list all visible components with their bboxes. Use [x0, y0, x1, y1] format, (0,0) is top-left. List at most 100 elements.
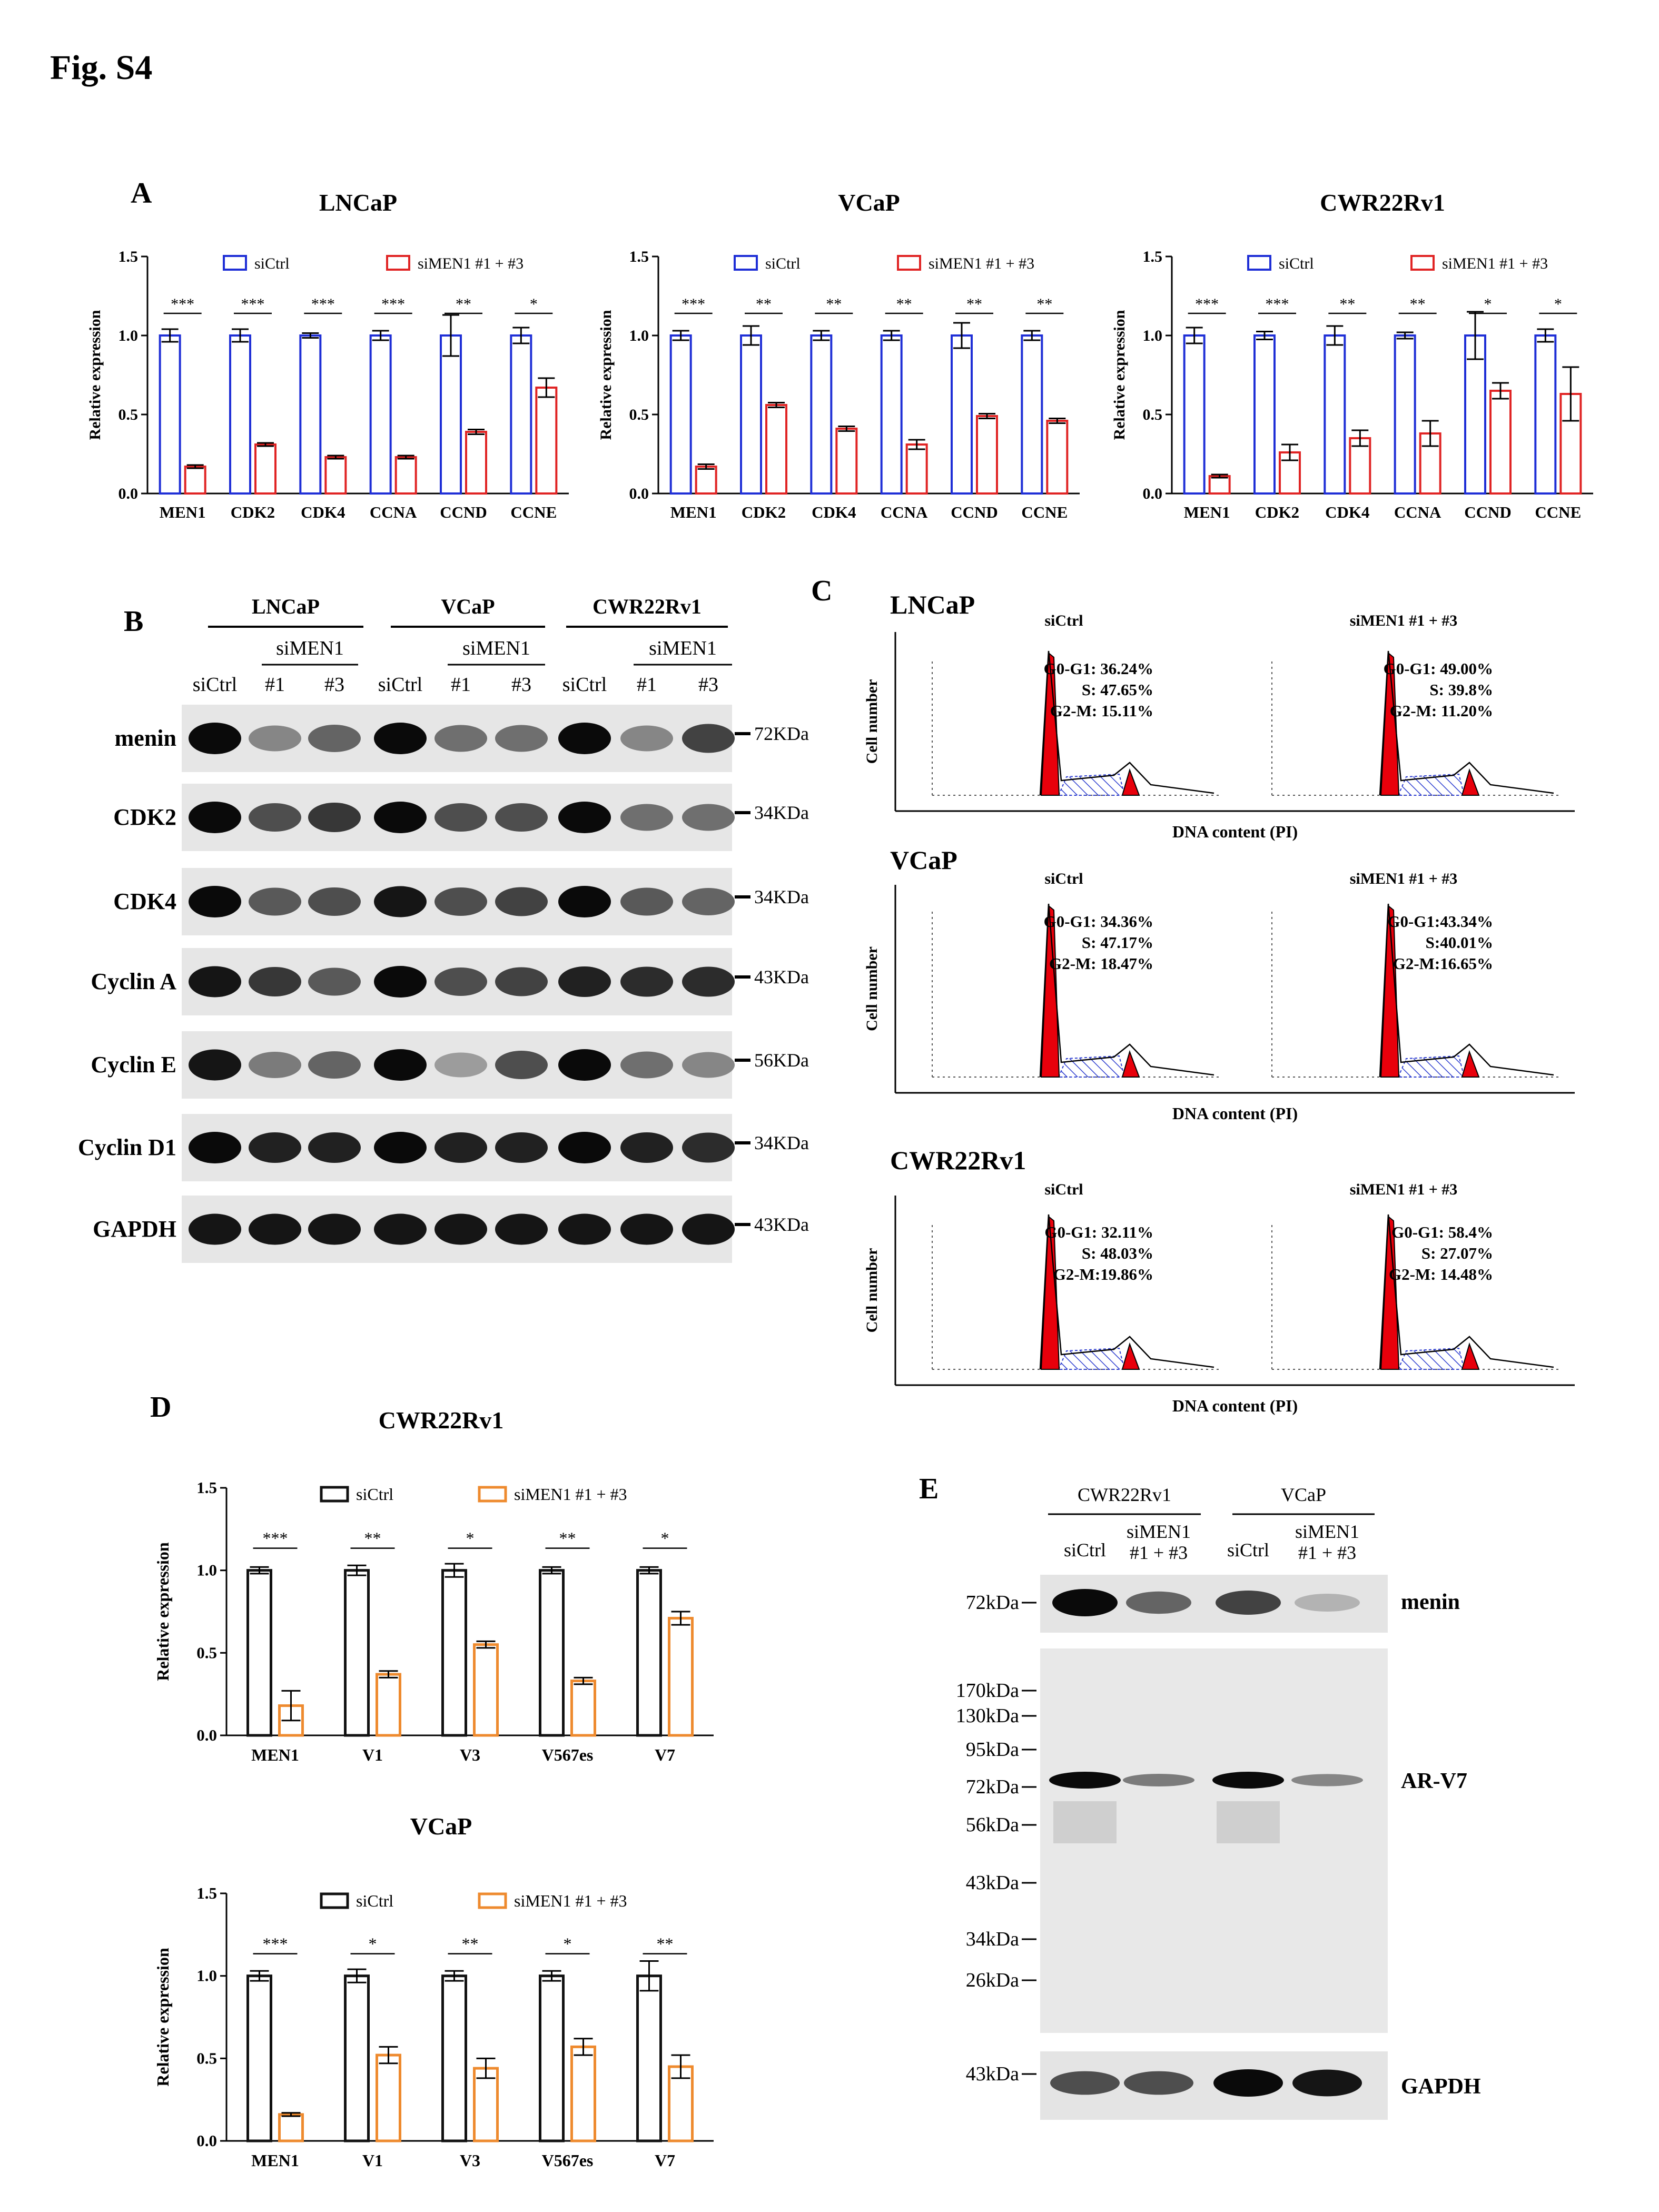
- sirna-header: siMEN1: [649, 637, 717, 659]
- significance-label: **: [966, 295, 982, 313]
- bar: [1021, 334, 1043, 495]
- bar: [344, 1569, 370, 1737]
- y-axis-label: Relative expression: [153, 1542, 172, 1681]
- blot-band: [1213, 2069, 1283, 2097]
- sirna-header: siMEN1: [276, 637, 344, 659]
- legend-label: siMEN1 #1 + #3: [1442, 255, 1548, 272]
- blot-label: CDK4: [113, 888, 176, 914]
- histogram-title: siMEN1 #1 + #3: [1350, 612, 1458, 629]
- bar: [636, 1974, 662, 2142]
- histogram-title: siMEN1 #1 + #3: [1350, 870, 1458, 887]
- y-tick-label: 1.5: [196, 1884, 217, 1902]
- y-tick-label: 0.5: [1143, 406, 1163, 423]
- bar: [539, 1974, 565, 2142]
- y-tick-label: 0.0: [629, 485, 649, 502]
- blot-band: [1049, 1772, 1121, 1789]
- marker-label: 95kDa: [966, 1739, 1019, 1761]
- size-label: 43KDa: [754, 966, 809, 987]
- bar: [246, 1569, 272, 1737]
- bar: [570, 2045, 596, 2142]
- x-tick-label: CCNA: [881, 503, 928, 521]
- significance-label: ***: [682, 295, 705, 313]
- significance-label: *: [564, 1934, 572, 1953]
- cell-line-label: CWR22Rv1: [592, 595, 702, 618]
- chart-title: CWR22Rv1: [379, 1407, 504, 1434]
- blot-band: [434, 1052, 487, 1078]
- phase-stat: G2-M: 11.20%: [1390, 702, 1493, 720]
- blot-band: [308, 725, 361, 752]
- blot-band: [189, 1132, 241, 1163]
- legend-label: siCtrl: [254, 255, 290, 272]
- blot-band: [682, 1132, 735, 1163]
- blot-band: [374, 1132, 427, 1163]
- x-tick-label: MEN1: [251, 2151, 299, 2170]
- phase-stat: G0-G1: 58.4%: [1391, 1223, 1493, 1241]
- marker-label: 130kDa: [956, 1705, 1019, 1727]
- legend-label: siCtrl: [765, 255, 801, 272]
- significance-label: ***: [311, 295, 335, 313]
- y-tick-label: 1.5: [1143, 248, 1163, 265]
- y-axis-label: Cell number: [863, 946, 881, 1031]
- phase-stat: G2-M:16.65%: [1393, 954, 1493, 973]
- legend-swatch: [1247, 255, 1271, 271]
- phase-stat: S: 47.17%: [1082, 933, 1153, 952]
- y-tick-label: 0.0: [196, 2131, 217, 2150]
- legend-swatch: [478, 1892, 507, 1909]
- bar: [324, 456, 347, 495]
- histogram-title: siCtrl: [1044, 870, 1083, 887]
- phase-stat: G2-M: 15.11%: [1050, 702, 1153, 720]
- bar: [510, 334, 532, 495]
- bar: [636, 1569, 662, 1737]
- x-tick-label: MEN1: [251, 1745, 299, 1764]
- marker-label: 170kDa: [956, 1680, 1019, 1702]
- blot-band: [558, 1132, 611, 1163]
- blot-band: [558, 802, 611, 833]
- size-label: 34KDa: [754, 1132, 809, 1153]
- blot-band: [434, 967, 487, 996]
- significance-label: ***: [263, 1529, 288, 1548]
- histogram-curve: [1039, 650, 1214, 796]
- blot-band: [374, 723, 427, 754]
- lane-label: #1: [265, 674, 285, 696]
- x-tick-label: CDK4: [301, 503, 345, 521]
- y-tick-label: 0.5: [196, 1643, 217, 1662]
- g2-peak: [1461, 1342, 1480, 1370]
- bar: [880, 334, 903, 495]
- significance-label: ***: [263, 1934, 288, 1953]
- x-tick-label: V567es: [542, 2151, 594, 2170]
- significance-label: *: [466, 1529, 475, 1548]
- y-axis-label: Cell number: [863, 679, 881, 764]
- blot-band: [682, 966, 735, 997]
- bar: [159, 334, 181, 495]
- blot-band: [558, 1213, 611, 1245]
- blot-band: [558, 966, 611, 997]
- marker-label: 26kDa: [966, 1969, 1019, 1991]
- histogram-title: siMEN1 #1 + #3: [1350, 1181, 1458, 1198]
- bar: [810, 334, 833, 495]
- blot-band: [249, 1052, 301, 1078]
- x-tick-label: CCND: [440, 503, 487, 521]
- lane-label: siCtrl: [1227, 1539, 1269, 1561]
- phase-stat: G2-M: 18.47%: [1049, 954, 1153, 973]
- lane-label: siCtrl: [378, 674, 422, 696]
- significance-label: ***: [1266, 295, 1289, 313]
- bar-chart-a-2: CWR22Rv1 0.0 0.5 1.0 1.5 Relative expression *…: [1111, 189, 1593, 521]
- phase-stat: S: 48.03%: [1082, 1244, 1153, 1262]
- chart-title: VCaP: [838, 189, 900, 216]
- blot-band: [558, 723, 611, 754]
- blot-band: [249, 887, 301, 916]
- bar: [254, 443, 276, 495]
- x-tick-label: MEN1: [1184, 503, 1230, 521]
- phase-stat: S: 39.8%: [1429, 680, 1493, 699]
- bar: [1183, 334, 1206, 495]
- blot-label: menin: [1401, 1590, 1460, 1614]
- cell-line-label: VCaP: [1281, 1484, 1326, 1505]
- blot-label: CDK2: [113, 804, 176, 830]
- blot-band: [249, 1132, 301, 1163]
- blot-band: [308, 1213, 361, 1245]
- histogram-title: siCtrl: [1044, 612, 1083, 629]
- blot-label: Cyclin D1: [78, 1134, 176, 1160]
- legend-label: siCtrl: [356, 1891, 393, 1910]
- blot-band: [374, 1049, 427, 1081]
- histogram-curve: [1379, 1214, 1554, 1370]
